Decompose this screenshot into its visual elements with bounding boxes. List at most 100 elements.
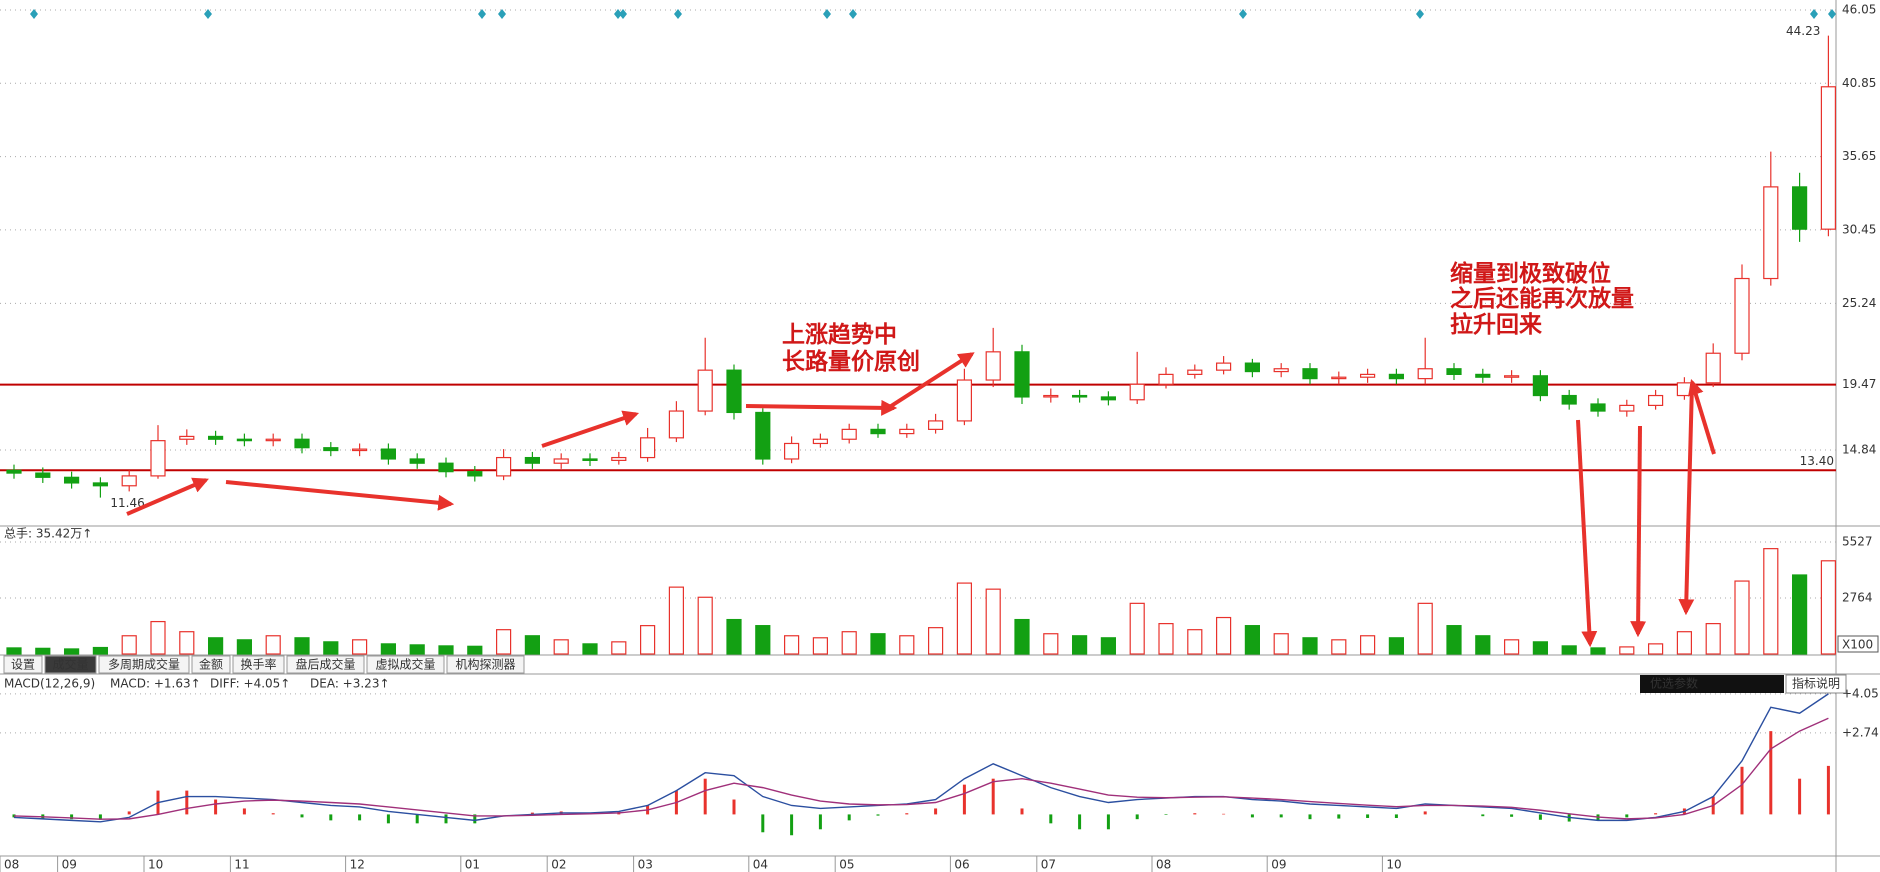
volume-bar bbox=[1302, 637, 1318, 655]
dea-line bbox=[13, 717, 1829, 820]
candle-body bbox=[956, 379, 973, 422]
button[interactable]: 指标说明 bbox=[1792, 676, 1840, 691]
event-marker bbox=[674, 9, 682, 19]
volume-bar bbox=[1676, 631, 1693, 655]
candle-body bbox=[1014, 351, 1030, 398]
volume-bar bbox=[755, 625, 771, 655]
macd-title: MACD(12,26,9) bbox=[4, 677, 95, 691]
volume-bar bbox=[611, 641, 627, 655]
x-tick-label: 09 bbox=[1271, 858, 1286, 872]
candle-body bbox=[1071, 394, 1088, 398]
button-bg bbox=[1640, 675, 1784, 693]
volume-bar bbox=[524, 635, 541, 655]
candle-body bbox=[783, 442, 800, 460]
candle-body bbox=[611, 456, 627, 461]
candle-body bbox=[496, 456, 512, 477]
candle-body bbox=[294, 438, 310, 449]
tab[interactable]: 盘后成交量 bbox=[295, 657, 355, 672]
event-marker bbox=[478, 9, 486, 19]
candle-body bbox=[380, 448, 396, 460]
button[interactable]: 优选参数 bbox=[1650, 676, 1698, 691]
candle-body bbox=[1244, 362, 1261, 373]
volume-bar bbox=[1647, 643, 1664, 655]
volume-bar bbox=[265, 635, 281, 655]
tab-bg bbox=[98, 655, 190, 674]
volume-bar bbox=[1820, 560, 1837, 655]
volume-bar bbox=[1071, 635, 1088, 655]
volume-bar bbox=[1244, 625, 1261, 655]
macd-label: MACD: +1.63↑ bbox=[110, 677, 201, 691]
arrow bbox=[1576, 419, 1598, 648]
volume-bar bbox=[1359, 635, 1376, 655]
event-marker bbox=[614, 9, 622, 19]
y-tick-label: +4.05 bbox=[1842, 686, 1879, 700]
tab[interactable]: 设置 bbox=[11, 658, 35, 672]
candle-body bbox=[1158, 373, 1174, 385]
candle-body bbox=[582, 458, 598, 461]
x-tick-label: 05 bbox=[839, 858, 854, 872]
volume-bar bbox=[294, 637, 310, 655]
tab-bg bbox=[366, 655, 445, 674]
annotation: 上涨趋势中 bbox=[782, 321, 897, 348]
unit-box bbox=[1837, 635, 1879, 653]
annotation: 之后还能再次放量 bbox=[1450, 285, 1634, 312]
volume-bar bbox=[1273, 633, 1289, 655]
candle-body bbox=[1647, 394, 1664, 407]
tab[interactable]: 换手率 bbox=[240, 657, 276, 672]
volume-bar bbox=[1503, 639, 1520, 655]
volume-bar bbox=[1417, 602, 1433, 655]
annotation: 缩量到极致破位 bbox=[1450, 260, 1611, 287]
x-tick-label: 04 bbox=[753, 858, 768, 872]
arrow bbox=[225, 480, 455, 511]
volume-bar bbox=[956, 582, 973, 655]
x-tick-label: 10 bbox=[1386, 858, 1401, 872]
event-marker bbox=[849, 9, 857, 19]
volume-bar bbox=[1129, 602, 1145, 655]
event-marker bbox=[1828, 9, 1836, 19]
tab[interactable]: 机构探测器 bbox=[455, 657, 515, 672]
candle-body bbox=[409, 458, 425, 464]
arrow bbox=[886, 352, 975, 410]
candle-body bbox=[697, 369, 713, 412]
candle-body bbox=[524, 456, 541, 464]
x-tick-label: 03 bbox=[638, 858, 653, 872]
candle-body bbox=[1331, 376, 1347, 380]
macd-label: DIFF: +4.05↑ bbox=[210, 677, 290, 691]
candle-body bbox=[352, 448, 368, 452]
volume-bar bbox=[582, 643, 598, 655]
volume-bar bbox=[841, 631, 857, 655]
tab[interactable]: 虚拟成交量 bbox=[375, 657, 435, 672]
candle-body bbox=[812, 438, 829, 445]
tab[interactable]: 金额 bbox=[199, 657, 223, 672]
x-tick-label: 09 bbox=[62, 858, 77, 872]
volume-bar bbox=[236, 639, 252, 655]
tab[interactable]: 成交量 bbox=[52, 657, 88, 672]
volume-bar bbox=[92, 646, 109, 655]
x-tick-label: 12 bbox=[350, 858, 365, 872]
x-tick-label: 07 bbox=[1041, 858, 1056, 872]
annotation-arrows bbox=[126, 352, 1716, 648]
event-marker bbox=[823, 9, 831, 19]
volume-bar bbox=[1475, 635, 1491, 655]
tab-bg bbox=[191, 655, 231, 674]
arrow bbox=[1678, 383, 1695, 616]
volume-bar bbox=[1791, 574, 1808, 655]
volume-bar bbox=[380, 643, 396, 655]
y-tick-label: 40.85 bbox=[1842, 76, 1876, 90]
volume-bar bbox=[1619, 646, 1635, 655]
y-tick-label: 25.24 bbox=[1842, 296, 1876, 310]
annotation: 拉升回来 bbox=[1450, 311, 1543, 338]
x-tick-label: 08 bbox=[4, 858, 19, 872]
y-tick-label: 14.84 bbox=[1842, 442, 1876, 456]
volume-bar bbox=[467, 645, 483, 655]
volume-bar bbox=[697, 596, 713, 655]
volume-bar bbox=[323, 641, 339, 655]
max-price-label: 44.23 bbox=[1786, 24, 1820, 38]
tab-bg bbox=[44, 655, 97, 674]
candle-body bbox=[553, 458, 569, 464]
tab[interactable]: 多周期成交量 bbox=[108, 657, 180, 672]
candle-body bbox=[1187, 369, 1203, 375]
y-tick-label: 30.45 bbox=[1842, 222, 1876, 236]
volume-bar bbox=[1100, 637, 1117, 655]
